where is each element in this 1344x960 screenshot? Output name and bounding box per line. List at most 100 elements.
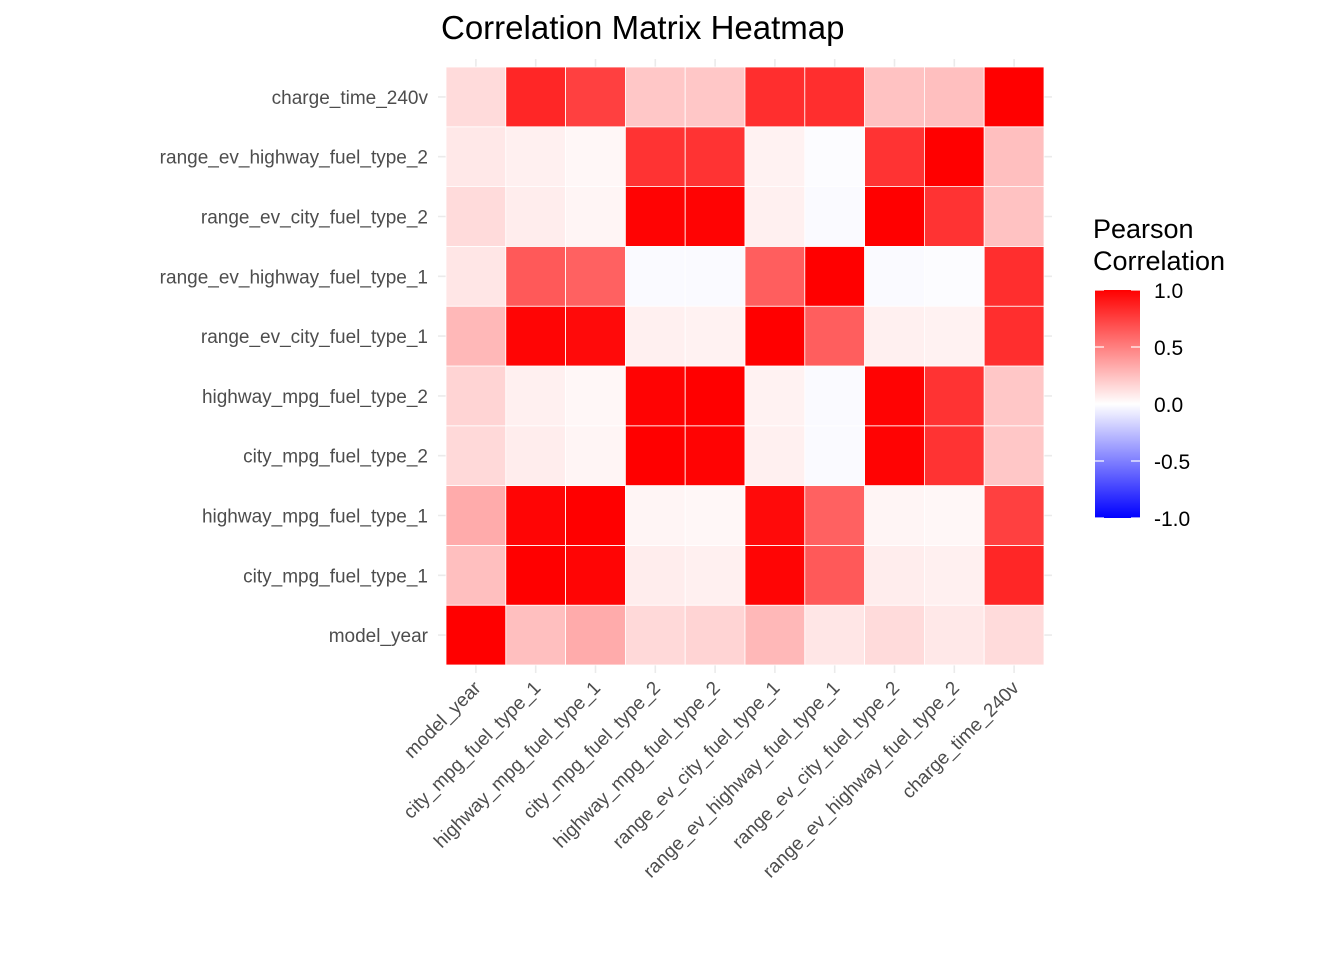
heatmap-tile bbox=[684, 305, 746, 367]
y-tick-label: city_mpg_fuel_type_2 bbox=[243, 447, 428, 468]
heatmap-tile bbox=[924, 245, 985, 307]
heatmap-tile bbox=[864, 126, 925, 188]
heatmap-tile bbox=[684, 245, 746, 307]
heatmap-tile bbox=[505, 305, 566, 367]
y-tick-label: highway_mpg_fuel_type_1 bbox=[202, 507, 428, 528]
y-tick-label: model_year bbox=[329, 626, 429, 647]
heatmap-tile bbox=[565, 186, 626, 247]
heatmap-tile bbox=[625, 545, 686, 606]
heatmap-tile bbox=[864, 245, 925, 307]
heatmap-tile bbox=[445, 245, 507, 307]
heatmap-tile bbox=[744, 485, 806, 546]
x-tick-label: charge_time_240v bbox=[898, 677, 1024, 803]
legend-tick-marks bbox=[1095, 289, 1140, 519]
y-tick-label: range_ev_highway_fuel_type_1 bbox=[160, 267, 428, 288]
heatmap-tile bbox=[565, 126, 626, 188]
heatmap-tile bbox=[983, 425, 1045, 486]
heatmap-tile bbox=[505, 186, 566, 247]
heatmap-tile bbox=[684, 365, 746, 427]
y-tick-label: range_ev_city_fuel_type_2 bbox=[201, 208, 428, 229]
heatmap-tile bbox=[864, 545, 925, 606]
heatmap-tile bbox=[983, 485, 1045, 546]
heatmap-tile bbox=[864, 66, 925, 128]
heatmap-tile bbox=[625, 66, 686, 128]
heatmap-tile bbox=[505, 245, 566, 307]
heatmap-tile bbox=[625, 485, 686, 546]
heatmap-tile bbox=[744, 126, 806, 188]
heatmap-tile bbox=[565, 425, 626, 486]
heatmap-tile bbox=[804, 604, 865, 666]
heatmap-tile bbox=[505, 425, 566, 486]
y-tick-label: highway_mpg_fuel_type_2 bbox=[202, 387, 428, 408]
heatmap-tile bbox=[744, 425, 806, 486]
heatmap-tile bbox=[684, 545, 746, 606]
legend-break-labels: 1.0 0.5 0.0 -0.5 -1.0 bbox=[1154, 280, 1190, 531]
heatmap-tile bbox=[924, 425, 985, 486]
heatmap-tile bbox=[445, 485, 507, 546]
heatmap-tile bbox=[804, 425, 865, 486]
y-tick-label: range_ev_city_fuel_type_1 bbox=[201, 327, 428, 348]
heatmap-tile bbox=[864, 186, 925, 247]
heatmap-tile bbox=[864, 365, 925, 427]
heatmap-tile bbox=[445, 425, 507, 486]
heatmap-tile bbox=[744, 604, 806, 666]
y-tick-label: range_ev_highway_fuel_type_2 bbox=[160, 148, 428, 169]
y-tick-label: city_mpg_fuel_type_1 bbox=[243, 566, 428, 587]
legend-break-label: -1.0 bbox=[1154, 508, 1190, 531]
heatmap-tile bbox=[864, 604, 925, 666]
heatmap-tile bbox=[983, 545, 1045, 606]
heatmap-tile bbox=[565, 365, 626, 427]
heatmap-tile bbox=[983, 245, 1045, 307]
heatmap-tile bbox=[744, 66, 806, 128]
heatmap-tile bbox=[864, 305, 925, 367]
heatmap-tile bbox=[445, 305, 507, 367]
heatmap-tile bbox=[983, 365, 1045, 427]
heatmap-tile bbox=[983, 604, 1045, 666]
y-axis-tick-labels: model_year city_mpg_fuel_type_1 highway_mp… bbox=[160, 88, 429, 647]
heatmap-tile bbox=[445, 126, 507, 188]
heatmap-tile bbox=[565, 604, 626, 666]
heatmap-tile bbox=[864, 425, 925, 486]
heatmap-tile bbox=[625, 186, 686, 247]
heatmap-tile bbox=[744, 245, 806, 307]
legend-break-label: 0.5 bbox=[1154, 337, 1183, 360]
legend-break-label: -0.5 bbox=[1154, 451, 1190, 474]
chart-title: Correlation Matrix Heatmap bbox=[441, 9, 844, 46]
heatmap-tile bbox=[744, 186, 806, 247]
heatmap-tile bbox=[684, 604, 746, 666]
legend-break-label: 1.0 bbox=[1154, 280, 1183, 303]
legend-break-label: 0.0 bbox=[1154, 394, 1183, 417]
heatmap-tile bbox=[505, 66, 566, 128]
heatmap-tile bbox=[924, 365, 985, 427]
heatmap-tile bbox=[565, 305, 626, 367]
legend-title-line-2: Correlation bbox=[1093, 246, 1225, 276]
heatmap-tile bbox=[625, 126, 686, 188]
color-legend: Pearson Correlation 1.0 0.5 0.0 -0.5 -1.0 bbox=[1093, 214, 1225, 531]
heatmap-tiles bbox=[445, 66, 1045, 666]
y-tick-label: charge_time_240v bbox=[272, 88, 429, 109]
heatmap-tile bbox=[983, 186, 1045, 247]
heatmap-tile bbox=[744, 305, 806, 367]
heatmap-tile bbox=[924, 305, 985, 367]
heatmap-tile bbox=[505, 485, 566, 546]
heatmap-tile bbox=[744, 545, 806, 606]
heatmap-tile bbox=[684, 485, 746, 546]
heatmap-tile bbox=[445, 66, 507, 128]
heatmap-tile bbox=[804, 485, 865, 546]
heatmap-tile bbox=[924, 186, 985, 247]
heatmap-tile bbox=[804, 186, 865, 247]
heatmap-tile bbox=[684, 126, 746, 188]
heatmap-tile bbox=[625, 245, 686, 307]
heatmap-tile bbox=[445, 186, 507, 247]
heatmap-tile bbox=[924, 604, 985, 666]
heatmap-tile bbox=[684, 66, 746, 128]
heatmap-tile bbox=[684, 425, 746, 486]
heatmap-tile bbox=[505, 126, 566, 188]
heatmap-tile bbox=[565, 485, 626, 546]
heatmap-tile bbox=[983, 66, 1045, 128]
heatmap-tile bbox=[445, 365, 507, 427]
legend-title-line-1: Pearson bbox=[1093, 214, 1194, 244]
heatmap-tile bbox=[684, 186, 746, 247]
heatmap-tile bbox=[804, 545, 865, 606]
